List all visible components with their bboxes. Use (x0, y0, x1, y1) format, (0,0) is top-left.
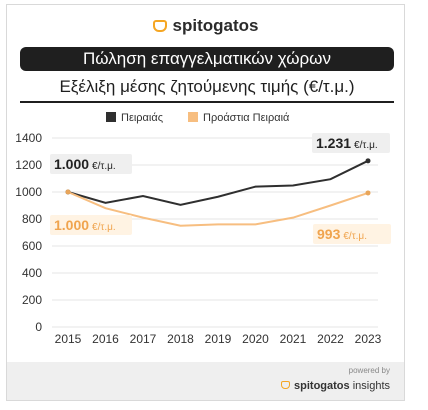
footer-brand-suffix: insights (352, 380, 390, 392)
data-label-value: 993 (317, 226, 341, 242)
chart-subtitle: Εξέλιξη μέσης ζητούμενης τιμής (€/τ.μ.) (20, 75, 394, 103)
chart-title: Πώληση επαγγελματικών χώρων (20, 47, 394, 71)
data-label-unit: €/τ.μ. (92, 222, 116, 233)
data-label-box (50, 154, 132, 174)
footer-brand: spitogatos insights (281, 380, 390, 392)
y-tick-label: 1400 (15, 131, 42, 145)
series-point (365, 190, 371, 196)
series-point (365, 158, 371, 164)
y-tick-label: 200 (22, 293, 42, 307)
x-tick-label: 2015 (55, 332, 82, 346)
data-label: 1.000 €/τ.μ. (54, 156, 116, 172)
data-label-unit: €/τ.μ. (354, 140, 378, 151)
legend-label: Προάστια Πειραιά (203, 112, 290, 124)
y-tick-label: 0 (35, 320, 42, 334)
data-label-unit: €/τ.μ. (343, 231, 367, 242)
y-tick-label: 800 (22, 212, 42, 226)
x-tick-label: 2023 (355, 332, 382, 346)
data-label-box (50, 215, 132, 235)
cat-icon (152, 20, 167, 32)
data-label-value: 1.000 (54, 156, 89, 172)
series-line (67, 159, 369, 206)
legend-swatch (188, 112, 198, 122)
powered-by-text: powered by (348, 366, 390, 375)
y-tick-label: 1000 (15, 185, 42, 199)
brand-name: spitogatos (172, 16, 259, 35)
data-label: 1.231 €/τ.μ. (316, 135, 378, 151)
y-tick-label: 600 (22, 239, 42, 253)
data-label-value: 1.231 (316, 135, 351, 151)
data-label: 993 €/τ.μ. (317, 226, 367, 242)
x-tick-label: 2017 (130, 332, 157, 346)
data-label-value: 1.000 (54, 217, 89, 233)
x-tick-label: 2018 (167, 332, 194, 346)
y-tick-label: 400 (22, 266, 42, 280)
data-label: 1.000 €/τ.μ. (54, 217, 116, 233)
data-label-box (312, 133, 390, 153)
x-tick-label: 2021 (280, 332, 307, 346)
legend-label: Πειραιάς (121, 112, 163, 124)
series-point (65, 189, 71, 195)
cat-icon (281, 381, 291, 389)
x-tick-label: 2019 (205, 332, 232, 346)
brand-logo: spitogatos (7, 16, 404, 36)
x-tick-label: 2016 (92, 332, 119, 346)
footer: powered by spitogatos insights (7, 362, 404, 400)
data-label-box (313, 224, 391, 244)
footer-brand-name: spitogatos (294, 380, 350, 392)
x-tick-label: 2020 (242, 332, 269, 346)
data-label-unit: €/τ.μ. (92, 161, 116, 172)
legend-swatch (106, 112, 116, 122)
x-tick-label: 2022 (317, 332, 344, 346)
series-line (67, 191, 369, 227)
y-tick-label: 1200 (15, 158, 42, 172)
